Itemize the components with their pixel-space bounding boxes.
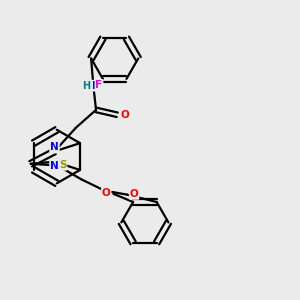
Text: O: O <box>102 188 111 198</box>
Text: F: F <box>95 80 103 90</box>
Text: O: O <box>130 189 139 199</box>
Text: O: O <box>120 110 129 120</box>
Text: H: H <box>82 81 90 91</box>
Text: N: N <box>50 160 59 171</box>
Text: S: S <box>59 160 67 170</box>
Text: N: N <box>92 81 100 91</box>
Text: N: N <box>50 142 59 152</box>
